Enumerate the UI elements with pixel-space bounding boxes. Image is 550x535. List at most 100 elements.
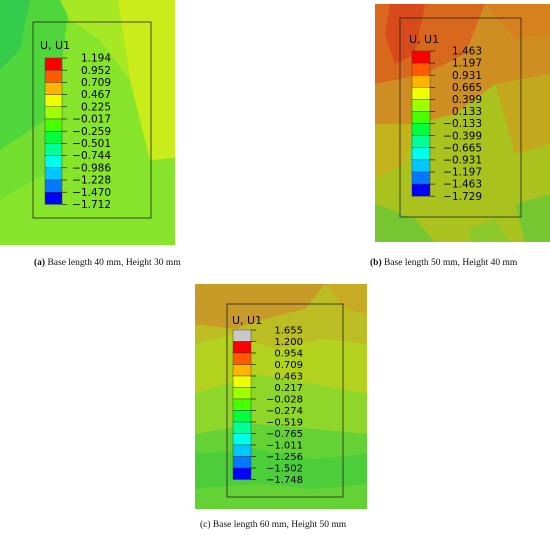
legend-level-label: −0.017 bbox=[72, 114, 111, 126]
legend-swatch bbox=[411, 123, 431, 136]
legend-swatch bbox=[232, 352, 252, 365]
legend-swatch bbox=[44, 69, 63, 83]
legend-swatch bbox=[411, 183, 431, 197]
legend-swatch bbox=[232, 375, 252, 388]
legend-level-label: −1.502 bbox=[266, 464, 303, 475]
legend-level-label: 0.133 bbox=[452, 106, 482, 118]
caption-letter: (c) bbox=[200, 520, 211, 530]
legend-swatch bbox=[411, 111, 431, 124]
model-outline bbox=[399, 17, 522, 218]
legend-level-label: 1.194 bbox=[81, 53, 111, 65]
contour-band bbox=[470, 219, 510, 242]
contour-plot-c: U, U1 1.6551.2000.9540.7090.4630.217−0.0… bbox=[195, 284, 367, 509]
legend-level-label: 0.665 bbox=[452, 82, 482, 94]
caption-letter: (a) bbox=[34, 258, 46, 268]
contour-band bbox=[0, 0, 30, 70]
legend-level-label: 0.954 bbox=[274, 349, 303, 360]
legend-c: 1.6551.2000.9540.7090.4630.217−0.028−0.2… bbox=[232, 326, 303, 486]
legend-swatch bbox=[411, 135, 431, 148]
legend-swatch bbox=[411, 50, 431, 64]
legend-level-label: −1.463 bbox=[443, 179, 482, 191]
contour-band bbox=[495, 74, 550, 154]
legend-level-label: −0.986 bbox=[72, 162, 111, 174]
legend-level-label: 0.931 bbox=[452, 70, 482, 82]
model-outline bbox=[32, 21, 152, 219]
legend-title: U, U1 bbox=[40, 39, 70, 52]
legend-swatch bbox=[44, 57, 63, 71]
legend-level-label: 0.709 bbox=[274, 360, 303, 371]
legend-level-label: 0.467 bbox=[81, 89, 111, 101]
legend-level-label: 1.655 bbox=[274, 326, 303, 337]
panel-a: U, U1 1.194 0.952 0.709 0.467 0.225 −0.017 −0.… bbox=[0, 0, 175, 245]
legend-level-label: −0.931 bbox=[443, 155, 482, 167]
legend-swatch bbox=[44, 106, 63, 120]
contour-band bbox=[325, 284, 367, 314]
legend-title: U, U1 bbox=[409, 33, 439, 46]
caption-c: (c) Base length 60 mm, Height 50 mm bbox=[200, 520, 346, 530]
legend-swatch bbox=[411, 171, 431, 185]
legend-swatch bbox=[232, 410, 252, 423]
model-outline bbox=[226, 303, 344, 498]
legend-swatch bbox=[232, 398, 252, 411]
legend-swatch bbox=[232, 467, 252, 480]
legend-swatch bbox=[232, 433, 252, 446]
legend-level-label: −0.765 bbox=[266, 429, 303, 440]
contour-plot-a: U, U1 1.1940.9520.7090.4670.225−0.017−0.… bbox=[0, 0, 175, 245]
legend-level-label: −0.274 bbox=[266, 406, 303, 417]
caption-text: Base length 40 mm, Height 30 mm bbox=[47, 258, 181, 268]
legend-swatch bbox=[232, 387, 252, 400]
legend-level-label: 0.399 bbox=[452, 94, 482, 106]
contour-band bbox=[515, 194, 550, 242]
contour-band bbox=[195, 284, 325, 329]
legend-swatch bbox=[44, 179, 63, 193]
legend-swatch bbox=[44, 167, 63, 181]
legend-level-label: 1.197 bbox=[452, 58, 482, 70]
legend-swatch bbox=[44, 143, 63, 156]
legend-level-label: −0.519 bbox=[266, 418, 303, 429]
legend-swatch bbox=[232, 421, 252, 434]
legend-level-label: −1.729 bbox=[443, 191, 482, 203]
legend-title: U, U1 bbox=[232, 314, 262, 327]
caption-text: Base length 60 mm, Height 50 mm bbox=[212, 520, 347, 530]
contour-band bbox=[118, 0, 175, 160]
legend-swatch bbox=[44, 130, 63, 144]
contour-band bbox=[60, 0, 130, 80]
legend-swatch bbox=[411, 87, 431, 100]
legend-swatch bbox=[411, 74, 431, 88]
legend-swatch bbox=[44, 94, 63, 107]
caption-a: (a) Base length 40 mm, Height 30 mm bbox=[34, 258, 181, 268]
legend-swatch bbox=[232, 364, 252, 377]
contour-band bbox=[375, 124, 415, 179]
caption-letter: (b) bbox=[370, 258, 382, 268]
legend-level-label: −1.197 bbox=[443, 167, 482, 179]
legend-level-label: 0.217 bbox=[274, 383, 303, 394]
legend-level-label: −0.133 bbox=[443, 118, 482, 130]
legend-level-label: 0.225 bbox=[81, 101, 111, 113]
legend-level-label: −0.501 bbox=[72, 138, 111, 150]
legend-b: 1.4631.1970.9310.6650.3990.133−0.133−0.3… bbox=[411, 46, 482, 203]
legend-level-label: −0.744 bbox=[72, 150, 111, 162]
legend-swatch bbox=[411, 99, 431, 112]
contour-band bbox=[385, 4, 425, 64]
legend-level-label: 1.200 bbox=[274, 337, 303, 348]
contour-plot-b: U, U1 1.4631.1970.9310.6650.3990.133−0.1… bbox=[375, 4, 550, 242]
legend-swatch bbox=[232, 444, 252, 457]
legend-level-label: −1.748 bbox=[266, 475, 303, 486]
legend-swatch bbox=[232, 456, 252, 469]
legend-level-label: −0.259 bbox=[72, 126, 111, 138]
legend-level-label: −0.028 bbox=[266, 395, 303, 406]
legend-swatch bbox=[44, 191, 63, 205]
legend-level-label: −1.470 bbox=[72, 187, 111, 199]
legend-level-label: −0.665 bbox=[443, 142, 482, 154]
caption-b: (b) Base length 50 mm, Height 40 mm bbox=[370, 258, 517, 268]
contour-band bbox=[0, 120, 50, 200]
legend-level-label: −0.399 bbox=[443, 130, 482, 142]
contour-band bbox=[375, 204, 435, 242]
legend-a: 1.1940.9520.7090.4670.225−0.017−0.259−0.… bbox=[44, 53, 111, 211]
legend-swatch bbox=[44, 82, 63, 95]
legend-level-label: 1.463 bbox=[452, 46, 482, 58]
contour-band bbox=[485, 4, 550, 39]
legend-level-label: 0.952 bbox=[81, 65, 111, 77]
legend-swatch bbox=[411, 62, 431, 76]
panel-c: U, U1 1.655 1.200 0.954 0.709 0.463 0.217 −0.0… bbox=[195, 284, 367, 509]
